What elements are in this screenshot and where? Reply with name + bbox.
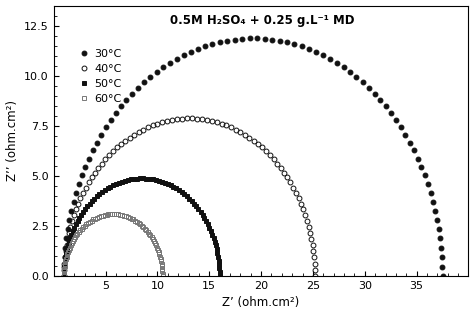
30°C [440,274,446,278]
60°C [119,213,125,217]
50°C [65,243,71,247]
50°C [217,274,222,278]
60°C [94,216,100,220]
60°C [82,224,88,227]
50°C [94,194,100,198]
30°C [284,40,290,44]
Y-axis label: Z’’ (ohm.cm²): Z’’ (ohm.cm²) [6,100,18,181]
30°C [254,37,260,40]
30°C [71,200,76,203]
30°C [188,50,193,54]
Legend: 30°C, 40°C, 50°C, 60°C: 30°C, 40°C, 50°C, 60°C [80,49,122,104]
30°C [141,80,147,84]
60°C [92,217,98,220]
30°C [160,65,166,69]
Line: 40°C: 40°C [62,116,318,278]
30°C [61,274,67,278]
40°C [189,117,195,120]
50°C [61,274,67,278]
40°C [114,146,120,149]
50°C [153,178,158,182]
50°C [113,182,119,186]
40°C [61,274,67,278]
40°C [67,225,73,229]
40°C [312,274,318,278]
Line: 60°C: 60°C [62,212,164,278]
40°C [127,136,133,140]
Line: 50°C: 50°C [62,176,222,278]
60°C [61,274,67,278]
60°C [111,212,117,216]
Text: 0.5M H₂SO₄ + 0.25 g.L⁻¹ MD: 0.5M H₂SO₄ + 0.25 g.L⁻¹ MD [170,14,355,27]
X-axis label: Z’ (ohm.cm²): Z’ (ohm.cm²) [222,296,300,309]
60°C [160,274,165,278]
40°C [209,119,215,123]
60°C [87,220,93,224]
50°C [110,183,116,187]
40°C [145,125,151,129]
30°C [181,53,186,57]
60°C [64,255,69,259]
Line: 30°C: 30°C [62,36,445,278]
40°C [140,128,146,131]
50°C [102,188,108,192]
50°C [141,176,146,180]
